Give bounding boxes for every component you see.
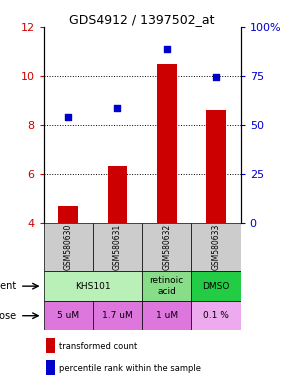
Bar [44,301,93,330]
Bar [46,360,55,375]
Bar [206,110,226,223]
Text: GSM580630: GSM580630 [64,224,73,270]
Text: transformed count: transformed count [59,342,137,351]
Text: GSM580633: GSM580633 [211,224,221,270]
Title: GDS4912 / 1397502_at: GDS4912 / 1397502_at [69,13,215,26]
Bar [157,64,177,223]
Bar [142,223,191,271]
Bar [93,301,142,330]
Bar [191,301,241,330]
Point [164,46,169,52]
Bar [93,223,142,271]
Text: 0.1 %: 0.1 % [203,311,229,320]
Bar [142,301,191,330]
Text: dose: dose [0,311,16,321]
Bar [142,271,191,301]
Text: agent: agent [0,281,16,291]
Bar [58,205,78,223]
Text: GSM580632: GSM580632 [162,224,171,270]
Point [66,114,70,121]
Text: KHS101: KHS101 [75,281,110,291]
Text: GSM580631: GSM580631 [113,224,122,270]
Bar [44,223,93,271]
Bar [191,223,241,271]
Text: 1 uM: 1 uM [156,311,178,320]
Text: DMSO: DMSO [202,281,230,291]
Bar [108,166,127,223]
Point [214,74,218,80]
Bar [46,338,55,353]
Text: 5 uM: 5 uM [57,311,79,320]
Text: 1.7 uM: 1.7 uM [102,311,133,320]
Text: percentile rank within the sample: percentile rank within the sample [59,364,201,373]
Bar [44,271,142,301]
Bar [191,271,241,301]
Point [115,104,120,111]
Text: retinoic
acid: retinoic acid [150,276,184,296]
